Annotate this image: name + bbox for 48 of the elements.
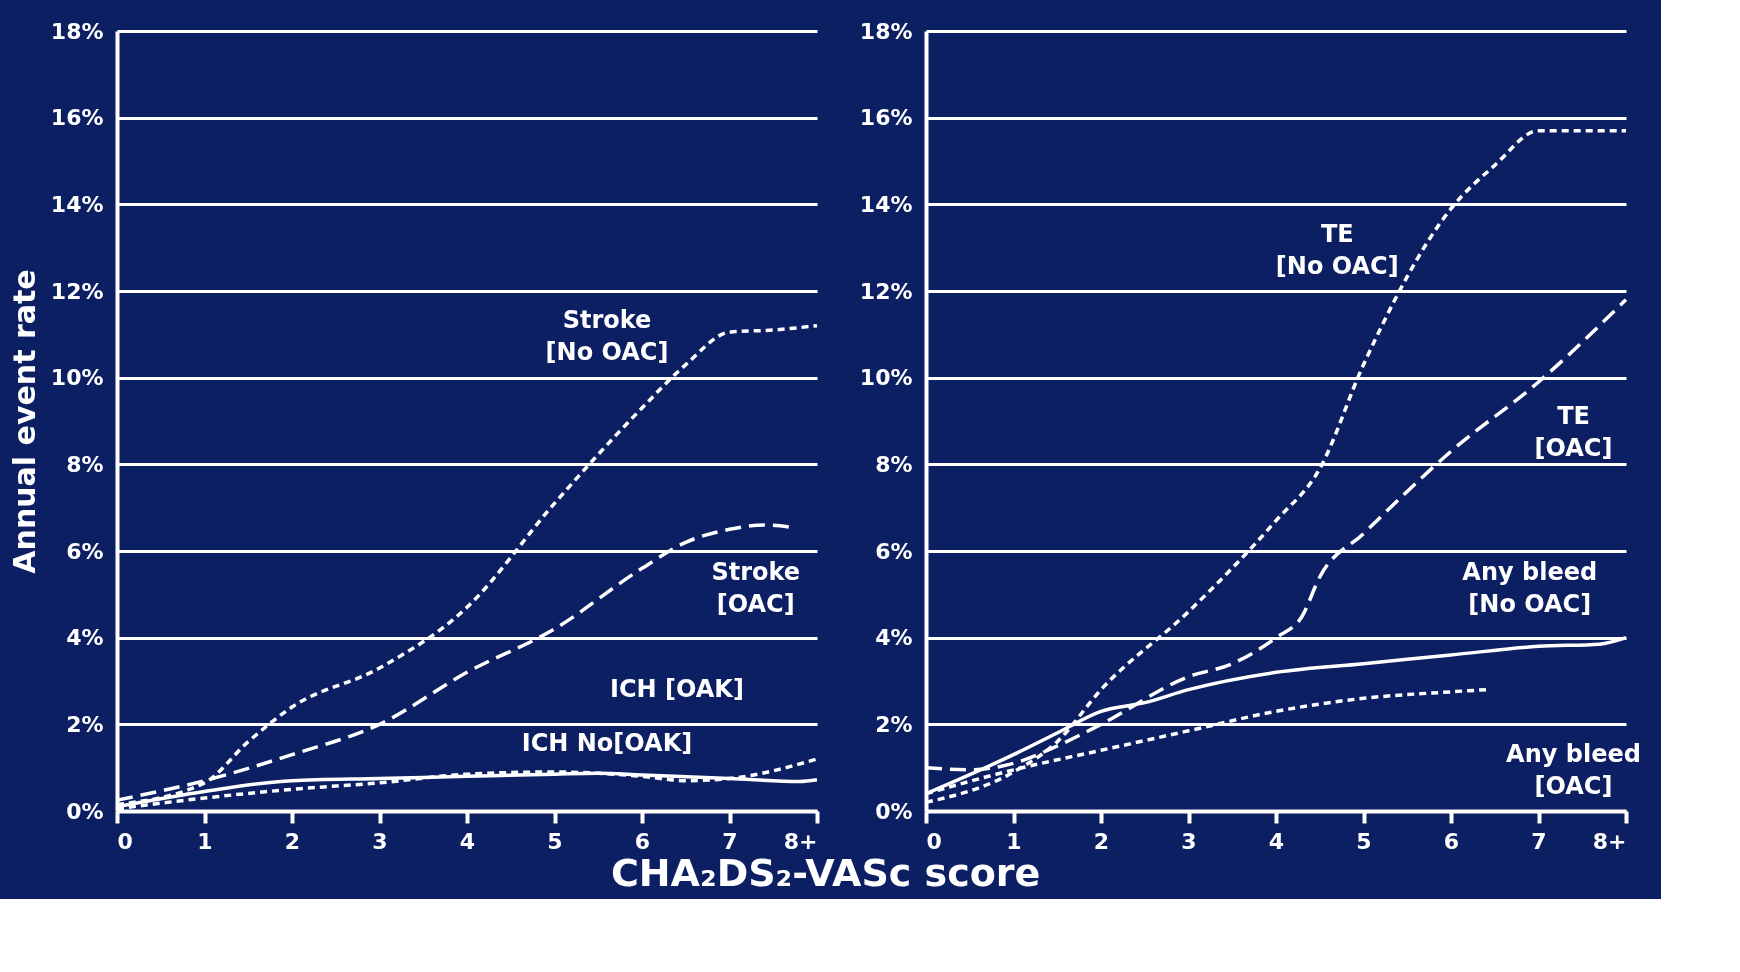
x-tick-label: 7 (722, 828, 738, 854)
y-tick-label: 2% (875, 711, 913, 737)
y-tick-label: 10% (50, 365, 104, 391)
y-tick-label: 4% (875, 625, 913, 651)
y-tick-label: 8% (875, 451, 913, 477)
y-tick-label: 18% (859, 18, 913, 44)
y-tick-label: 16% (859, 105, 913, 131)
y-tick-label: 6% (66, 538, 104, 564)
series-label: Stroke [OAC] (711, 557, 801, 618)
y-tick-label: 4% (66, 625, 104, 651)
x-tick-label: 3 (1181, 828, 1197, 854)
x-tick-label: 4 (459, 828, 476, 854)
y-tick-label: 16% (50, 105, 104, 131)
y-tick-label: 10% (859, 365, 913, 391)
y-tick-label: 14% (859, 191, 913, 217)
x-tick-label: 0 (117, 828, 133, 854)
y-tick-label: 12% (50, 278, 104, 304)
series-label: Any bleed [No OAC] (1462, 557, 1598, 618)
y-tick-label: 18% (50, 18, 104, 44)
x-tick-label: 3 (372, 828, 388, 854)
x-tick-label: 5 (547, 828, 563, 854)
text: ICH [OAK] (610, 674, 744, 703)
y-tick-label: 6% (875, 538, 913, 564)
series-label: TE [OAC] (1534, 401, 1613, 462)
x-tick-label: 7 (1531, 828, 1547, 854)
x-tick-label: 1 (1006, 828, 1022, 854)
series-label: ICH No[OAK] (521, 728, 693, 757)
y-tick-label: 0% (875, 798, 913, 824)
x-axis-title: CHA₂DS₂-VASc score (610, 851, 1041, 895)
text: Any bleed [OAC] (1506, 739, 1641, 800)
x-tick-label: 4 (1268, 828, 1285, 854)
x-tick-label: 2 (1093, 828, 1110, 854)
x-tick-label: 2 (284, 828, 301, 854)
series-label: Stroke [No OAC] (545, 306, 669, 367)
series-label: TE [No OAC] (1275, 219, 1399, 280)
x-tick-label: 8+ (783, 828, 818, 854)
y-axis-title: Annual event rate (6, 269, 42, 574)
x-tick-label: 6 (634, 828, 651, 854)
x-tick-label: 8+ (1592, 828, 1627, 854)
y-tick-label: 2% (66, 711, 104, 737)
y-tick-label: 0% (66, 798, 104, 824)
y-tick-label: 12% (859, 278, 913, 304)
x-tick-label: 5 (1356, 828, 1372, 854)
y-tick-label: 8% (66, 451, 104, 477)
x-tick-label: 1 (197, 828, 213, 854)
y-tick-label: 14% (50, 191, 104, 217)
x-tick-label: 0 (926, 828, 942, 854)
x-tick-label: 6 (1443, 828, 1460, 854)
